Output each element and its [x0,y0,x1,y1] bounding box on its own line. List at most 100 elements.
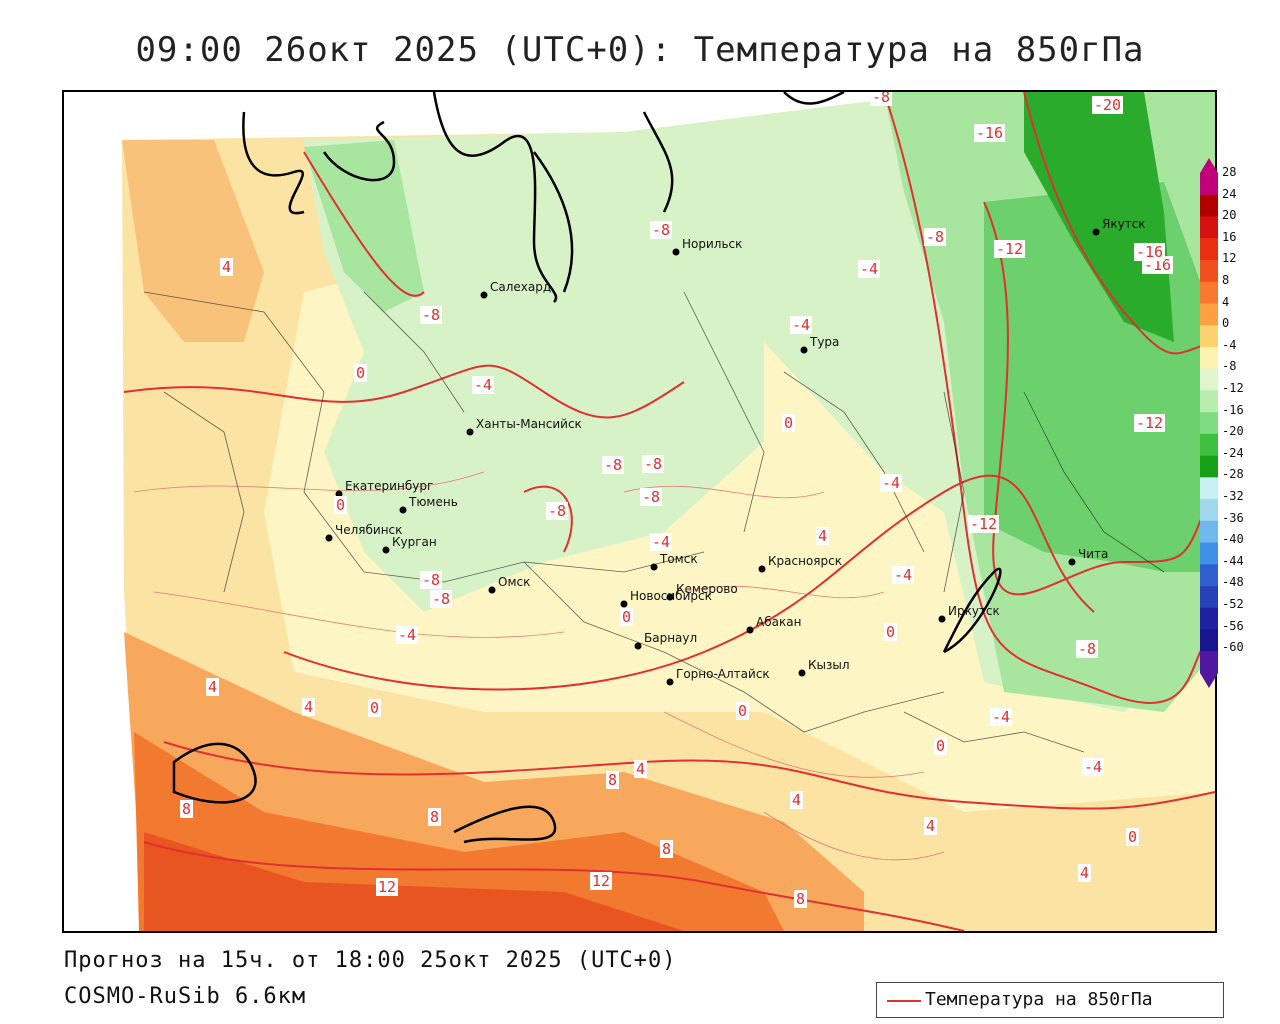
isotherm-label: -8 [1076,640,1098,658]
isotherm-label: -8 [420,306,442,324]
isotherm-label: -4 [472,376,494,394]
city-marker [1068,558,1076,566]
city-marker [634,642,642,650]
city-marker [480,291,488,299]
legend-line-swatch [887,1000,921,1002]
svg-text:-8: -8 [872,92,890,106]
map-area[interactable]: Салехард Норильск Тура Якутск Ханты-Мансийск… [62,90,1217,933]
colorbar-tick-label: -60 [1222,640,1244,655]
isotherm-label: -4 [892,566,914,584]
isotherm-label: 4 [634,760,647,778]
colorbar-tick-label: 4 [1222,294,1230,309]
city-label: Якутск [1102,217,1146,231]
city-marker [800,346,808,354]
zone-mid-green-north [304,140,424,312]
svg-text:4: 4 [304,698,313,716]
isotherm-label: 8 [180,800,193,818]
svg-text:-4: -4 [860,260,878,278]
isotherm-label: 4 [1078,864,1091,882]
colorbar-tick-label: -56 [1222,618,1244,633]
svg-text:0: 0 [886,623,895,641]
isotherm-label: 0 [620,608,633,626]
city-marker [620,600,628,608]
isotherm-label: 4 [790,791,803,809]
colorbar-tick-label: -28 [1222,467,1244,482]
svg-text:8: 8 [182,800,191,818]
isotherm-label: -20 [1092,96,1123,114]
svg-text:0: 0 [370,699,379,717]
colorbar-segment [1200,325,1218,348]
svg-text:-8: -8 [1078,640,1096,658]
svg-text:4: 4 [792,791,801,809]
svg-text:-12: -12 [970,515,997,533]
svg-text:8: 8 [608,771,617,789]
city-label: Красноярск [768,554,842,568]
colorbar-tick-label: 0 [1222,316,1230,331]
city-marker [650,563,658,571]
colorbar-tick-label: -48 [1222,575,1244,590]
svg-text:0: 0 [1128,828,1137,846]
colorbar-segment [1200,390,1218,413]
svg-text:-4: -4 [894,566,912,584]
legend: Температура на 850гПа [876,982,1224,1018]
city-label: Тюмень [408,495,458,509]
isotherm-label: 4 [220,258,233,276]
svg-text:12: 12 [378,878,396,896]
model-name: COSMO-RuSib 6.6км [64,984,307,1009]
isotherm-label: 4 [206,678,219,696]
colorbar-tick-label: 28 [1222,165,1237,179]
city-label: Салехард [490,280,551,294]
svg-text:-4: -4 [792,316,810,334]
isotherm-label: 0 [934,737,947,755]
colorbar-segment [1200,173,1218,196]
colorbar [1200,158,1218,688]
isotherm-label: 0 [368,699,381,717]
isotherm-label: 4 [816,527,829,545]
colorbar-tick-label: -20 [1222,424,1244,439]
city-label: Омск [498,575,530,589]
city-marker [325,534,333,542]
svg-text:0: 0 [622,608,631,626]
city-label: Норильск [682,237,742,251]
svg-text:-8: -8 [422,571,440,589]
colorbar-segment [1200,346,1218,370]
isotherm-label: -4 [990,708,1012,726]
svg-text:-4: -4 [882,474,900,492]
zone-orange-nw [122,140,264,342]
forecast-info: Прогноз на 15ч. от 18:00 25окт 2025 (UTC… [64,948,677,973]
isotherm-label: -8 [430,590,452,608]
isotherm-label: -4 [396,626,418,644]
svg-text:-4: -4 [1084,758,1102,776]
city-marker [399,506,407,514]
city-label: Чита [1078,547,1108,561]
city-label: Екатеринбург [345,479,433,493]
colorbar-segment [1200,542,1218,565]
isotherm-label: -8 [870,92,892,106]
svg-text:8: 8 [796,890,805,908]
isotherm-label: -4 [790,316,812,334]
colorbar-segment [1200,281,1218,304]
isotherm-label: -4 [1082,758,1104,776]
colorbar-tick-label: -8 [1222,359,1237,374]
colorbar-segment [1200,477,1218,500]
isotherm-label: -4 [650,533,672,551]
map-title: 09:00 26окт 2025 (UTC+0): Температура на… [135,30,1145,70]
svg-text:-4: -4 [652,533,670,551]
colorbar-top-arrow [1200,158,1218,173]
colorbar-tick-label: -4 [1222,337,1237,352]
colorbar-tick-label: -32 [1222,489,1244,503]
colorbar-segment [1200,412,1218,435]
isotherm-label: -8 [640,488,662,506]
colorbar-tick-label: -16 [1222,402,1244,417]
isotherm-label: -4 [880,474,902,492]
colorbar-segment [1200,586,1218,609]
isotherm-label: 4 [302,698,315,716]
svg-text:0: 0 [336,496,345,514]
svg-text:8: 8 [430,808,439,826]
cities-layer: Салехард Норильск Тура Якутск Ханты-Мансийск… [325,217,1146,686]
colorbar-segment [1200,303,1218,326]
isotherm-label: 8 [794,890,807,908]
city-marker [746,626,754,634]
city-marker [666,678,674,686]
colorbar-tick-label: -44 [1222,553,1244,568]
